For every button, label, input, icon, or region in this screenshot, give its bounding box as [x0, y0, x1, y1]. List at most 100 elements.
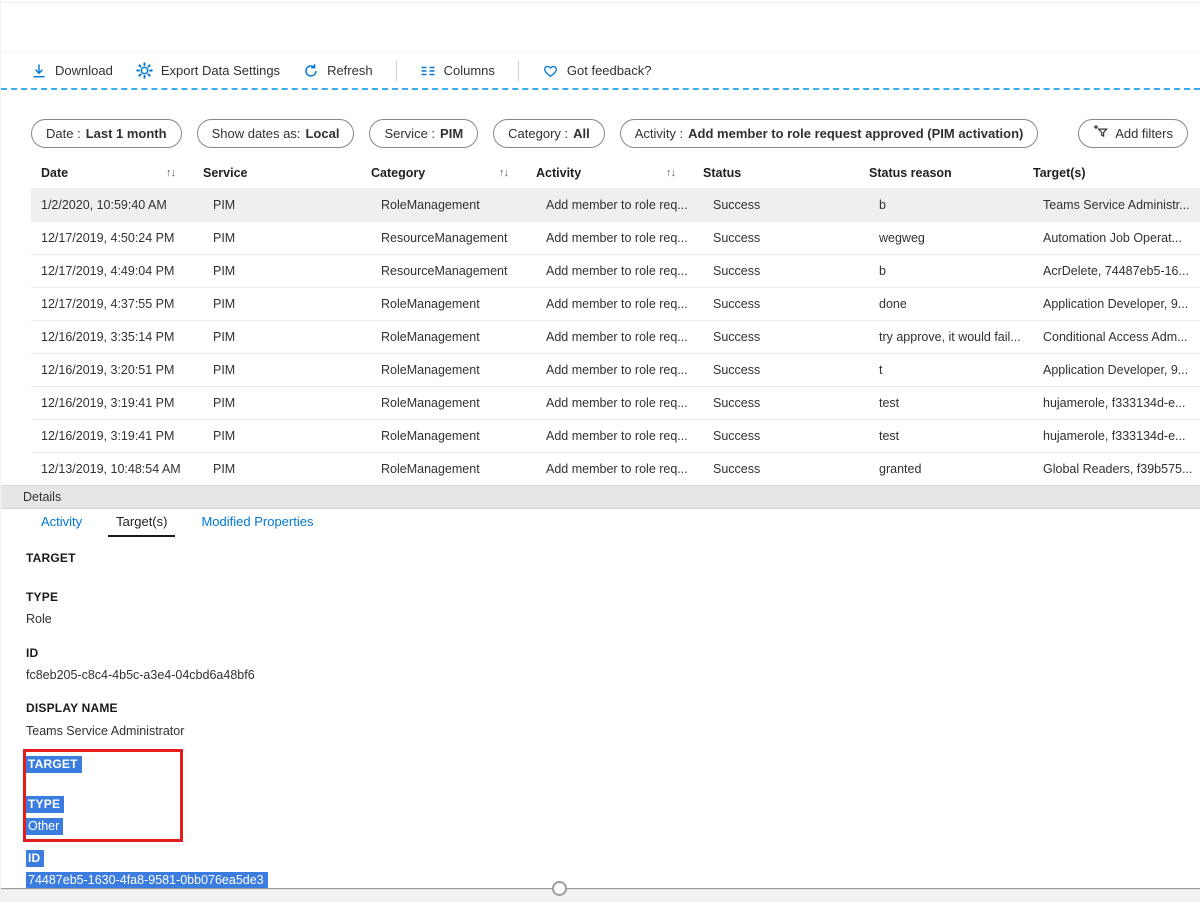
table-row[interactable]: 12/16/2019, 3:19:41 PM PIM RoleManagement A… [31, 420, 1200, 453]
export-data-settings-button[interactable]: Export Data Settings [136, 62, 280, 79]
command-toolbar: Download Export Data Settings Refresh Co… [1, 52, 1200, 90]
column-header-target-s-[interactable]: Target(s) [1033, 166, 1200, 180]
table-cell: granted [879, 462, 922, 476]
filter-label: Show dates as: [211, 125, 301, 141]
table-cell: Add member to role req... [546, 330, 688, 344]
table-row[interactable]: 12/16/2019, 3:20:51 PM PIM RoleManagement A… [31, 354, 1200, 387]
filter-label: Activity : [634, 125, 684, 141]
id-label: ID [26, 646, 39, 660]
table-cell: try approve, it would fail... [879, 330, 1021, 344]
table-cell: Conditional Access Adm... [1043, 330, 1188, 344]
table-cell: 12/16/2019, 3:19:41 PM [41, 429, 175, 443]
table-cell: RoleManagement [381, 363, 480, 377]
column-header-label: Status reason [869, 166, 952, 180]
table-cell: Application Developer, 9... [1043, 297, 1189, 311]
table-cell: Success [713, 429, 761, 443]
columns-button[interactable]: Columns [420, 63, 495, 79]
table-cell: RoleManagement [381, 330, 480, 344]
filter-value: All [573, 125, 590, 141]
sort-icon[interactable]: ↑↓ [499, 167, 509, 179]
table-cell: Success [713, 198, 761, 212]
column-header-category[interactable]: Category ↑↓ [371, 166, 536, 180]
got-feedback-button[interactable]: Got feedback? [542, 63, 651, 79]
column-header-label: Service [203, 166, 248, 180]
table-cell: Add member to role req... [546, 264, 688, 278]
add-filter-icon [1093, 124, 1109, 142]
selected-id-value: 74487eb5-1630-4fa8-9581-0bb076ea5de3 [26, 871, 268, 889]
table-cell: 1/2/2020, 10:59:40 AM [41, 198, 167, 212]
table-cell: test [879, 429, 900, 443]
table-cell: Success [713, 396, 761, 410]
table-cell: b [879, 264, 886, 278]
filter-pill-show-dates-as[interactable]: Show dates as: Local [196, 118, 355, 148]
table-header: Date ↑↓ Service Category ↑↓ Activity ↑↓ Status S… [31, 158, 1200, 188]
table-body: 1/2/2020, 10:59:40 AM PIM RoleManagement Ad… [31, 188, 1200, 486]
table-cell: RoleManagement [381, 396, 480, 410]
table-row[interactable]: 12/16/2019, 3:35:14 PM PIM RoleManagement A… [31, 321, 1200, 354]
table-row[interactable]: 12/17/2019, 4:50:24 PM PIM ResourceManagem… [31, 222, 1200, 255]
table-cell: 12/16/2019, 3:20:51 PM [41, 363, 175, 377]
type-value: Role [26, 612, 52, 626]
filter-label: Service : [384, 125, 436, 141]
download-icon [31, 63, 47, 79]
table-cell: AcrDelete, 74487eb5-16... [1043, 264, 1189, 278]
add-filters-button[interactable]: Add filters [1078, 118, 1188, 148]
heart-icon [542, 63, 559, 79]
table-cell: PIM [213, 231, 236, 245]
tab-modified-properties[interactable]: Modified Properties [201, 514, 314, 529]
columns-label: Columns [443, 63, 495, 78]
table-cell: b [879, 198, 886, 212]
toolbar-separator [395, 60, 397, 81]
column-header-label: Date [41, 166, 69, 180]
details-panel-header[interactable]: Details [1, 485, 1200, 509]
table-cell: PIM [213, 297, 236, 311]
table-cell: Success [713, 231, 761, 245]
filter-pill-activity[interactable]: Activity : Add member to role request ap… [619, 118, 1039, 148]
tab-activity[interactable]: Activity [41, 514, 83, 529]
table-cell: Add member to role req... [546, 363, 688, 377]
filter-pill-service[interactable]: Service : PIM [369, 118, 479, 148]
download-label: Download [55, 63, 113, 78]
add-filters-label: Add filters [1115, 125, 1173, 141]
table-cell: Success [713, 462, 761, 476]
gear-icon [136, 62, 153, 79]
column-header-label: Activity [536, 166, 582, 180]
resize-grip-handle[interactable] [552, 881, 567, 896]
table-cell: Teams Service Administr... [1043, 198, 1190, 212]
table-cell: Add member to role req... [546, 231, 688, 245]
table-row[interactable]: 1/2/2020, 10:59:40 AM PIM RoleManagement Ad… [31, 189, 1200, 222]
sort-icon[interactable]: ↑↓ [166, 167, 176, 179]
table-cell: RoleManagement [381, 297, 480, 311]
table-cell: PIM [213, 429, 236, 443]
columns-icon [420, 63, 436, 79]
display-name-value: Teams Service Administrator [26, 724, 185, 738]
table-cell: PIM [213, 396, 236, 410]
filter-pill-category[interactable]: Category : All [493, 118, 605, 148]
sort-icon[interactable]: ↑↓ [666, 167, 676, 179]
details-resize-bar[interactable] [1, 888, 1200, 902]
tab-targets[interactable]: Target(s) [108, 510, 176, 537]
table-cell: Add member to role req... [546, 462, 688, 476]
refresh-button[interactable]: Refresh [303, 63, 373, 79]
column-header-service[interactable]: Service [203, 166, 371, 180]
table-cell: PIM [213, 462, 236, 476]
filter-pill-date[interactable]: Date : Last 1 month [31, 118, 182, 148]
column-header-status[interactable]: Status [703, 166, 869, 180]
column-header-activity[interactable]: Activity ↑↓ [536, 166, 703, 180]
display-name-label: DISPLAY NAME [26, 701, 118, 715]
table-row[interactable]: 12/16/2019, 3:19:41 PM PIM RoleManagement A… [31, 387, 1200, 420]
selected-target-heading: TARGET [26, 755, 82, 773]
table-cell: PIM [213, 264, 236, 278]
table-row[interactable]: 12/17/2019, 4:37:55 PM PIM RoleManagement A… [31, 288, 1200, 321]
table-row[interactable]: 12/13/2019, 10:48:54 AM PIM RoleManagement… [31, 453, 1200, 486]
refresh-icon [303, 63, 319, 79]
download-button[interactable]: Download [31, 63, 113, 79]
id-value: fc8eb205-c8c4-4b5c-a3e4-04cbd6a48bf6 [26, 668, 255, 682]
table-row[interactable]: 12/17/2019, 4:49:04 PM PIM ResourceManagem… [31, 255, 1200, 288]
table-cell: wegweg [879, 231, 925, 245]
table-cell: PIM [213, 198, 236, 212]
column-header-status-reason[interactable]: Status reason [869, 166, 1033, 180]
column-header-date[interactable]: Date ↑↓ [41, 166, 203, 180]
table-cell: Application Developer, 9... [1043, 363, 1189, 377]
